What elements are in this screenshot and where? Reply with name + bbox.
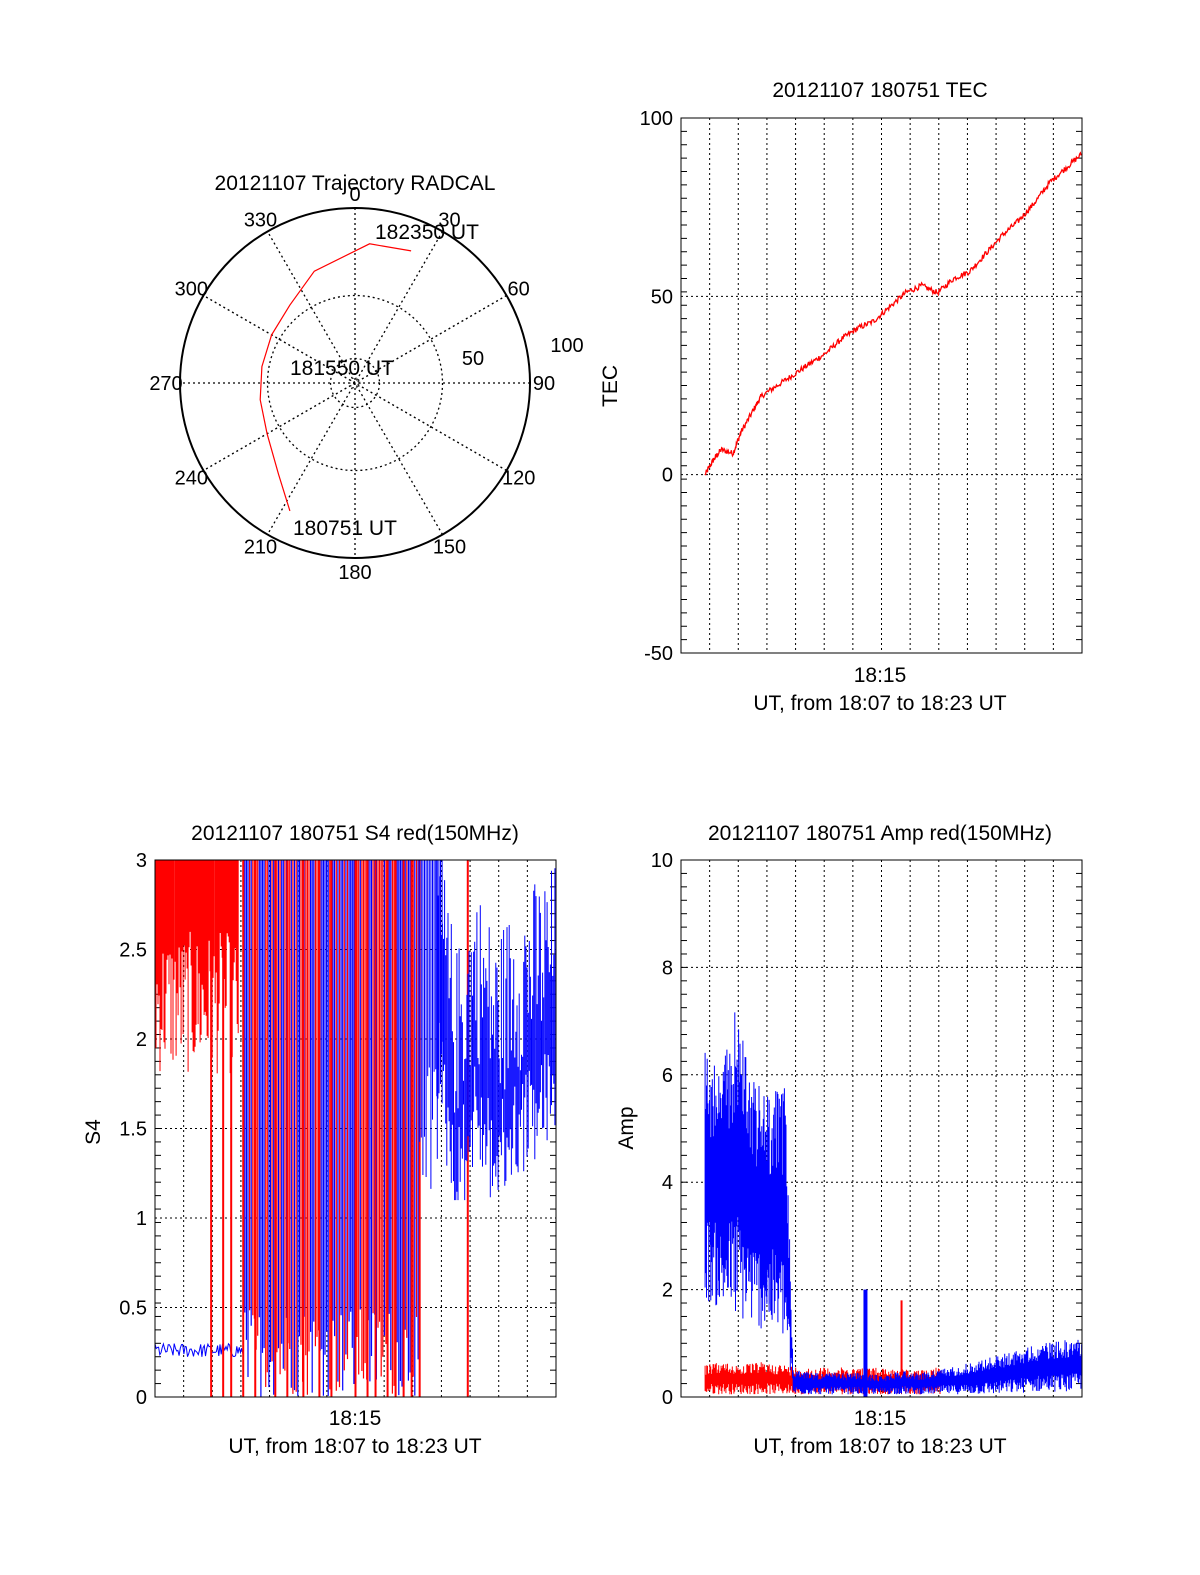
polar-angle-label: 90 xyxy=(533,373,555,395)
tec-frame xyxy=(680,117,1083,654)
y-tick-label: 0 xyxy=(662,465,673,487)
polar-grid-ring xyxy=(266,294,444,472)
y-tick-label: 50 xyxy=(651,286,673,308)
trajectory-panel: 20121107 Trajectory RADCAL 0 30 60 90 120 150… xyxy=(149,172,583,584)
y-tick-label: 100 xyxy=(640,108,673,130)
tec-series-line xyxy=(704,151,1082,476)
tec-x-tick-label: 18:15 xyxy=(854,664,907,687)
trajectory-mid-label: 181550 UT xyxy=(290,357,394,380)
polar-angle-label: 210 xyxy=(244,537,277,559)
polar-angle-label: 330 xyxy=(244,209,277,231)
s4-panel: 20121107 180751 S4 red(150MHz) 0 0.5 1 1.5 2… xyxy=(82,822,557,1458)
y-tick-label: -50 xyxy=(644,643,673,665)
y-tick-label: 0.5 xyxy=(119,1298,147,1320)
y-tick-label: 2 xyxy=(662,1280,673,1302)
y-tick-label: 3 xyxy=(136,850,147,872)
y-tick-label: 8 xyxy=(662,957,673,979)
polar-angle-label: 30 xyxy=(438,209,460,231)
amp-y-tick-labels: 0 2 4 6 8 10 xyxy=(651,850,673,1409)
amp-frame xyxy=(680,859,1083,1398)
polar-angle-label: 120 xyxy=(502,468,535,490)
trajectory-line xyxy=(259,243,412,512)
polar-angle-label: 180 xyxy=(338,562,371,584)
y-tick-label: 4 xyxy=(662,1172,673,1194)
polar-angle-label: 60 xyxy=(508,279,530,301)
y-tick-label: 10 xyxy=(651,850,673,872)
polar-radial-label-100: 100 xyxy=(550,335,583,357)
s4-x-tick-label: 18:15 xyxy=(329,1407,382,1430)
s4-y-tick-labels: 0 0.5 1 1.5 2 2.5 3 xyxy=(119,850,147,1409)
polar-radial-label-50: 50 xyxy=(462,348,484,370)
polar-angle-label: 150 xyxy=(433,537,466,559)
s4-x-axis-label: UT, from 18:07 to 18:23 UT xyxy=(228,1435,481,1458)
tec-y-tick-labels: -50 0 50 100 xyxy=(640,108,673,665)
tec-y-axis-label: TEC xyxy=(599,365,622,407)
trajectory-end-label: 182350 UT xyxy=(375,221,479,244)
y-tick-label: 1 xyxy=(136,1208,147,1230)
s4-red-top-band xyxy=(155,860,239,1074)
polar-grid-spoke xyxy=(266,231,444,535)
tec-x-axis-label: UT, from 18:07 to 18:23 UT xyxy=(753,692,1006,715)
s4-blue-noise xyxy=(419,860,556,1201)
polar-angle-labels: 0 30 60 90 120 150 180 210 240 270 300 330 xyxy=(149,184,555,584)
tec-grid xyxy=(681,117,1082,654)
polar-angle-label: 300 xyxy=(175,279,208,301)
y-tick-label: 0 xyxy=(662,1387,673,1409)
amp-panel: 20121107 180751 Amp red(150MHz) 0246810 … xyxy=(615,822,1083,1458)
amp-x-tick-label: 18:15 xyxy=(854,1407,907,1430)
trajectory-title: 20121107 Trajectory RADCAL xyxy=(215,172,496,195)
y-tick-label: 0 xyxy=(136,1387,147,1409)
polar-outer-circle xyxy=(179,207,531,559)
polar-angle-label: 240 xyxy=(175,468,208,490)
s4-title: 20121107 180751 S4 red(150MHz) xyxy=(191,822,519,845)
polar-angle-label: 0 xyxy=(349,184,360,206)
amp-blue-band xyxy=(704,1012,1082,1395)
s4-frame xyxy=(154,859,557,1398)
amp-series xyxy=(704,1012,1082,1397)
s4-blue-baseline xyxy=(155,1342,244,1358)
trajectory-start-label: 180751 UT xyxy=(293,517,397,540)
polar-angle-label: 270 xyxy=(149,373,182,395)
y-tick-label: 1.5 xyxy=(119,1119,147,1141)
amp-title: 20121107 180751 Amp red(150MHz) xyxy=(708,822,1052,845)
amp-x-axis-label: UT, from 18:07 to 18:23 UT xyxy=(753,1435,1006,1458)
s4-y-axis-label: S4 xyxy=(82,1119,105,1145)
s4-series xyxy=(155,860,556,1397)
y-tick-label: 6 xyxy=(662,1065,673,1087)
y-tick-label: 2.5 xyxy=(119,940,147,962)
tec-title: 20121107 180751 TEC xyxy=(772,79,987,102)
amp-y-axis-label: Amp xyxy=(615,1106,638,1149)
y-tick-label: 2 xyxy=(136,1029,147,1051)
polar-grid xyxy=(180,208,530,558)
